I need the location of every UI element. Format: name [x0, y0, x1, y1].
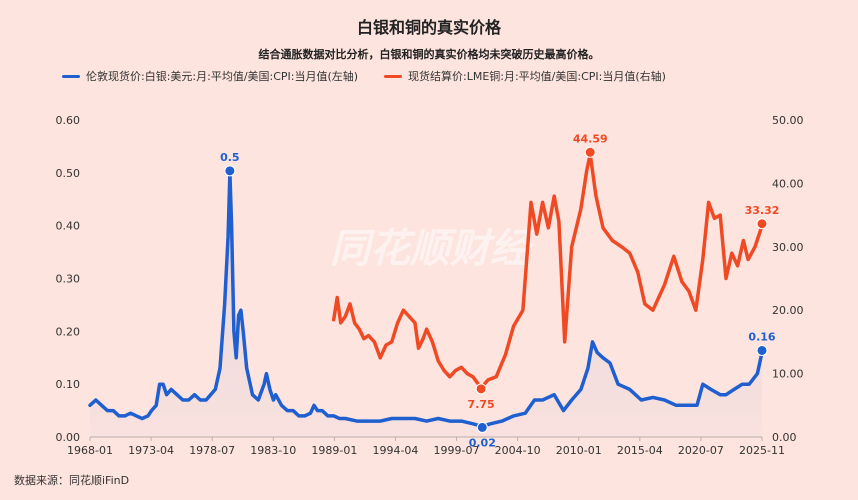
- data-source: 数据来源：同花顺iFinD: [14, 474, 130, 487]
- data-label: 0.16: [748, 330, 775, 343]
- x-tick-label: 1989-01: [311, 444, 357, 457]
- x-tick-label: 1973-04: [128, 444, 174, 457]
- x-tick-label: 2004-10: [495, 444, 541, 457]
- y-left-tick-label: 0.40: [56, 220, 81, 233]
- silver-series-line[interactable]: [88, 171, 764, 429]
- data-point-marker[interactable]: [756, 218, 768, 230]
- y-left-tick-label: 0.00: [56, 431, 81, 444]
- legend-copper-swatch: [384, 74, 402, 78]
- data-point-marker[interactable]: [224, 165, 236, 177]
- legend-silver-label: 伦敦现货价:白银:美元:月:平均值/美国:CPI:当月值(左轴): [86, 70, 359, 83]
- data-label: 44.59: [573, 132, 608, 145]
- y-right-tick-label: 20.00: [772, 304, 804, 317]
- legend-copper[interactable]: 现货结算价:LME铜:月:平均值/美国:CPI:当月值(右轴): [384, 68, 666, 84]
- legend-copper-label: 现货结算价:LME铜:月:平均值/美国:CPI:当月值(右轴): [408, 70, 666, 83]
- y-left-tick-label: 0.50: [56, 167, 81, 180]
- x-tick-label: 2010-01: [556, 444, 602, 457]
- x-tick-label: 1983-10: [250, 444, 296, 457]
- chart-subtitle: 结合通胀数据对比分析，白银和铜的真实价格均未突破历史最高价格。: [258, 48, 600, 61]
- x-tick-label: 2015-04: [617, 444, 663, 457]
- x-tick-label: 1999-07: [434, 444, 480, 457]
- data-point-marker[interactable]: [476, 421, 488, 433]
- y-left-tick-label: 0.60: [56, 114, 81, 127]
- watermark: 同花顺财经: [330, 226, 535, 272]
- data-label: 33.32: [745, 204, 780, 217]
- x-tick-label: 1978-07: [189, 444, 235, 457]
- data-point-marker[interactable]: [584, 146, 596, 158]
- y-left-tick-label: 0.10: [56, 378, 81, 391]
- legend-silver[interactable]: 伦敦现货价:白银:美元:月:平均值/美国:CPI:当月值(左轴): [62, 68, 358, 84]
- data-point-marker[interactable]: [475, 383, 487, 395]
- y-right-tick-label: 0.00: [772, 431, 797, 444]
- y-right-tick-label: 40.00: [772, 177, 804, 190]
- y-left-tick-label: 0.30: [56, 273, 81, 286]
- x-tick-label: 2025-11: [739, 444, 785, 457]
- y-left-tick-label: 0.20: [56, 325, 81, 338]
- copper-series-line[interactable]: [331, 152, 764, 390]
- legend-silver-swatch: [62, 74, 80, 78]
- silver-area: [90, 172, 762, 438]
- chart-title: 白银和铜的真实价格: [356, 18, 501, 37]
- data-label: 0.5: [220, 151, 240, 164]
- x-tick-label: 2020-07: [678, 444, 724, 457]
- data-point-marker[interactable]: [756, 344, 768, 356]
- y-right-tick-label: 50.00: [772, 114, 804, 127]
- data-label: 0.02: [469, 436, 496, 449]
- x-tick-label: 1968-01: [67, 444, 113, 457]
- y-right-tick-label: 10.00: [772, 368, 804, 381]
- data-label: 7.75: [468, 398, 495, 411]
- y-right-tick-label: 30.00: [772, 241, 804, 254]
- x-tick-label: 1994-04: [372, 444, 418, 457]
